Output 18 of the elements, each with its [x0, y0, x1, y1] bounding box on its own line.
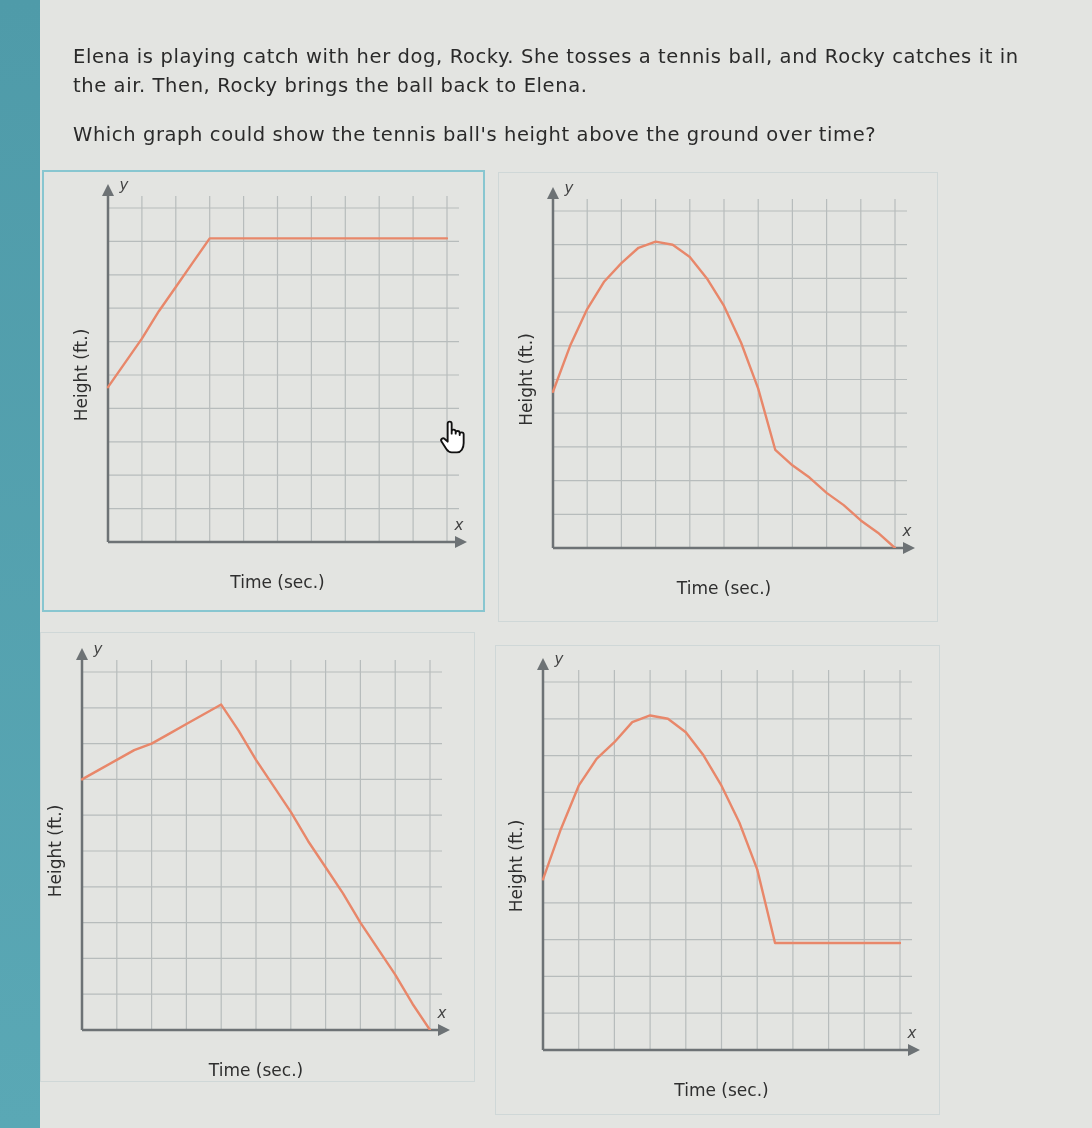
- x-axis-title: Time (sec.): [673, 1080, 769, 1101]
- text: Elena is playing catch with her dog, Rocky. She tosses a tennis ball, and Rocky catches it in the air. Then, Rocky brings the ball back to Elena.: [73, 44, 1020, 99]
- x-axis-title: Time (sec.): [207, 1060, 304, 1081]
- annotation: x: [436, 1003, 447, 1022]
- annotation: x: [901, 521, 912, 540]
- y-axis-title: Height (ft.): [45, 804, 66, 898]
- text: y: [553, 649, 565, 668]
- y-axis-title: Height (ft.): [71, 328, 92, 422]
- x-axis-title: Time (sec.): [229, 572, 325, 593]
- text: Which graph could show the tennis ball's height above the ground over time?: [73, 122, 878, 148]
- annotation: x: [906, 1023, 917, 1042]
- annotation: x: [453, 515, 464, 534]
- x-axis-title: Time (sec.): [675, 578, 772, 599]
- y-axis-title: Height (ft.): [516, 333, 537, 426]
- text: y: [118, 175, 130, 194]
- text: y: [563, 178, 575, 197]
- text: y: [92, 639, 104, 658]
- y-axis-title: Height (ft.): [506, 819, 527, 913]
